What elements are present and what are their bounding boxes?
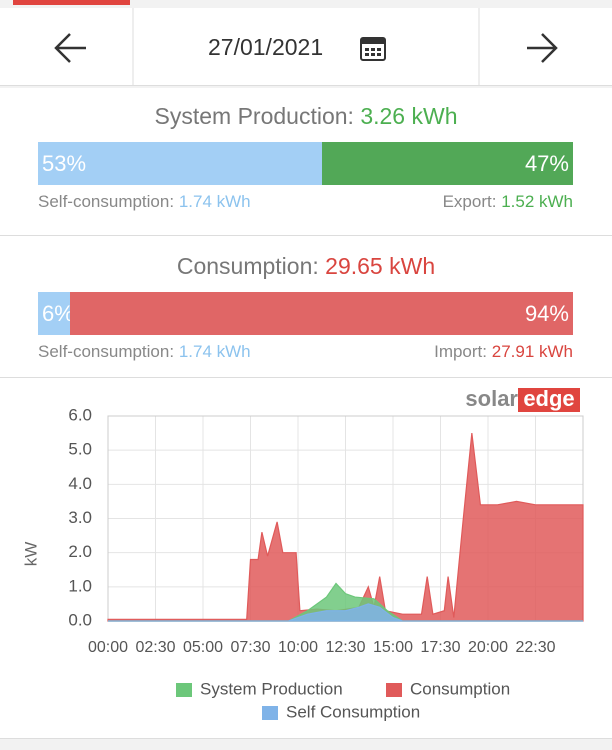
- x-tick-label: 05:00: [183, 639, 223, 656]
- x-tick-label: 07:30: [230, 639, 270, 656]
- back-arrow[interactable]: [54, 33, 86, 63]
- pct: 6%: [42, 300, 74, 326]
- x-tick-label: 02:30: [135, 639, 175, 656]
- calendar-icon[interactable]: [360, 37, 386, 61]
- legend-item[interactable]: Self Consumption: [262, 702, 420, 721]
- x-tick-label: 20:00: [468, 639, 508, 656]
- header-icons: [54, 8, 558, 85]
- brand-edge: edge: [523, 386, 574, 411]
- legend-item[interactable]: System Production: [176, 679, 343, 698]
- total: 3.26 kWh: [360, 103, 458, 129]
- pct: 94%: [524, 300, 569, 326]
- self-segment: 53%: [38, 142, 322, 185]
- chart: solar edge kW 0.0 1.0 2.0 3.0 4.0 5.0 6.0 00:00…: [21, 386, 584, 721]
- production-title: System Production: 3.26 kWh: [0, 103, 612, 130]
- x-tick-label: 15:00: [373, 639, 413, 656]
- consumption-title: Consumption: 29.65 kWh: [0, 253, 612, 280]
- legend-swatch: [176, 683, 192, 697]
- self-info: Self-consumption: 1.74 kWh: [38, 342, 251, 362]
- date-header: 27/01/2021: [0, 8, 612, 86]
- label: Self-consumption:: [38, 192, 175, 211]
- x-tick-label: 10:00: [278, 639, 318, 656]
- value: 1.52 kWh: [501, 192, 573, 211]
- label: System Production:: [154, 103, 354, 129]
- pct: 53%: [42, 150, 87, 176]
- x-tick-label: 22:30: [515, 639, 555, 656]
- import-info: Import: 27.91 kWh: [434, 342, 573, 362]
- y-tick-label: 4.0: [68, 474, 92, 493]
- production-panel: System Production: 3.26 kWh 53% 47% Self…: [0, 88, 612, 236]
- x-tick-label: 00:00: [88, 639, 128, 656]
- forward-arrow[interactable]: [527, 33, 558, 63]
- y-tick-label: 0.0: [68, 610, 92, 629]
- self-info: Self-consumption: 1.74 kWh: [38, 192, 251, 212]
- y-tick-label: 3.0: [68, 508, 92, 527]
- y-tick-label: 1.0: [68, 576, 92, 595]
- value: 27.91 kWh: [491, 342, 573, 361]
- pct: 47%: [524, 150, 569, 176]
- legend-label: Consumption: [410, 679, 510, 698]
- area-series: [108, 603, 583, 622]
- y-tick-label: 6.0: [68, 405, 92, 424]
- self-segment: 6%: [38, 292, 74, 335]
- import-segment: 94%: [70, 292, 573, 335]
- legend-label: System Production: [200, 679, 343, 698]
- label: Consumption:: [176, 253, 319, 279]
- x-tick-label: 17:30: [420, 639, 460, 656]
- x-tick-label: 12:30: [325, 639, 365, 656]
- chart-panel: solar edge kW 0.0 1.0 2.0 3.0 4.0 5.0 6.0 00:00…: [0, 378, 612, 739]
- legend-label: Self Consumption: [286, 702, 420, 721]
- value: 1.74 kWh: [178, 192, 251, 211]
- tab-indicator: [13, 0, 130, 5]
- label: Import:: [434, 342, 487, 361]
- legend-swatch: [262, 706, 278, 720]
- date[interactable]: 27/01/2021: [208, 34, 324, 60]
- y-tick-label: 2.0: [68, 542, 92, 561]
- label: Export:: [442, 192, 497, 211]
- brand-solar: solar: [465, 386, 518, 411]
- total: 29.65 kWh: [325, 253, 436, 279]
- consumption-bar: 6% 94%: [38, 292, 573, 335]
- export-segment: 47%: [321, 142, 573, 185]
- y-axis-label: kW: [21, 542, 40, 567]
- production-bar: 53% 47%: [38, 142, 573, 185]
- legend-swatch: [386, 683, 402, 697]
- brand-logo: solar edge: [465, 386, 580, 412]
- consumption-panel: Consumption: 29.65 kWh 6% 94% Self-consu…: [0, 236, 612, 378]
- label: Self-consumption:: [38, 342, 175, 361]
- y-tick-label: 5.0: [68, 440, 92, 459]
- brand-box: [518, 388, 580, 412]
- legend-item[interactable]: Consumption: [386, 679, 510, 698]
- value: 1.74 kWh: [178, 342, 251, 361]
- export-info: Export: 1.52 kWh: [443, 192, 573, 212]
